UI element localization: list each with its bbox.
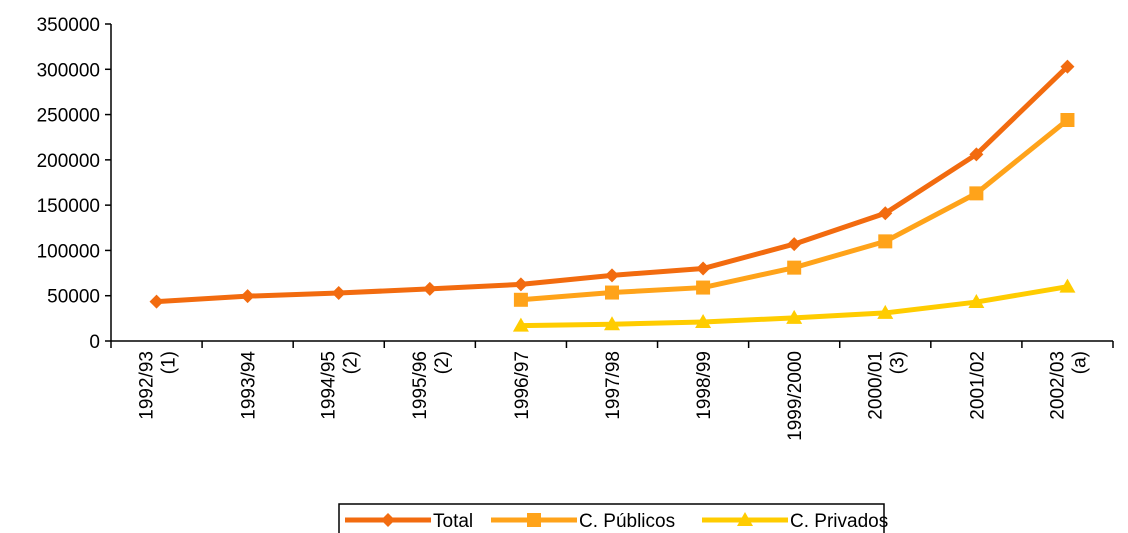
data-point (240, 289, 255, 304)
x-tick-label: 1993/94 (239, 351, 260, 420)
data-point (605, 285, 619, 300)
data-point (422, 281, 437, 296)
data-point (737, 512, 753, 526)
data-point (696, 280, 711, 295)
data-point (605, 268, 619, 283)
y-tick-label: 250000 (37, 106, 100, 127)
data-point (1059, 278, 1076, 293)
data-point (1060, 113, 1075, 128)
x-tick-label-line: (3) (887, 351, 908, 374)
series-c-p-blicos (513, 113, 1075, 307)
y-tick-label: 200000 (37, 151, 100, 172)
x-tick-label-line: (a) (1069, 351, 1090, 374)
x-tick-label: 1996/97 (512, 351, 533, 420)
y-tick-label: 50000 (47, 287, 100, 308)
data-point (512, 317, 529, 332)
x-tick-label: 1992/93 (1) (137, 351, 180, 420)
x-tick-label-line: (2) (341, 351, 362, 374)
series-c-privados (512, 278, 1076, 332)
x-tick-label-line: 1997/98 (603, 351, 624, 420)
data-point (331, 285, 346, 300)
data-point (513, 277, 528, 292)
x-tick-label: 1995/96 (2) (410, 351, 453, 420)
y-tick-label: 100000 (37, 241, 100, 262)
data-point (1060, 59, 1075, 74)
data-point (513, 292, 528, 307)
x-tick-label: 1997/98 (603, 351, 624, 420)
y-tick-label: 0 (89, 332, 100, 353)
x-tick-label: 1994/95 (2) (319, 351, 362, 420)
x-tick-label: 1998/99 (694, 351, 715, 420)
x-tick-label-line: 1994/95 (319, 351, 340, 420)
data-point (787, 237, 802, 252)
y-tick-label: 350000 (37, 15, 100, 36)
legend-item: C. Públicos (491, 511, 675, 532)
x-tick-label: 1999/2000 (785, 351, 806, 441)
x-tick-label: 2001/02 (967, 351, 988, 420)
x-tick-label-line: (1) (159, 351, 180, 374)
x-tick-label-line: 1993/94 (239, 351, 260, 420)
legend: Total C. Públicos C. Privados (338, 503, 888, 533)
series-line (156, 64, 1070, 305)
y-axis: 0 50000 100000 150000 200000 250000 300000 3500… (37, 15, 112, 353)
legend-item: C. Privados (702, 511, 888, 532)
x-tick-label-line: 2002/03 (1047, 351, 1068, 420)
data-point (604, 316, 620, 331)
data-point (878, 234, 893, 249)
x-tick-label-line: 1998/99 (694, 351, 715, 420)
data-point (968, 294, 985, 309)
x-tick-label: 2002/03 (a) (1047, 351, 1090, 420)
data-point (149, 294, 164, 309)
legend-label: Total (433, 511, 473, 532)
x-tick-label: 2000/01 (3) (865, 351, 908, 420)
legend-label: C. Públicos (579, 511, 675, 532)
data-point (969, 186, 984, 201)
data-point (877, 304, 894, 319)
series-layer (149, 59, 1076, 332)
x-tick-label-line: 2001/02 (967, 351, 988, 420)
data-point (696, 261, 711, 276)
data-point (786, 309, 803, 324)
data-point (969, 147, 984, 162)
series-total (149, 59, 1075, 309)
x-tick-label-line: 1996/97 (512, 351, 533, 420)
data-point (381, 513, 395, 527)
x-tick-label-line: 1995/96 (410, 351, 431, 420)
data-point (695, 313, 712, 328)
legend-label: C. Privados (790, 511, 888, 532)
legend-item: Total (345, 511, 473, 532)
data-point (527, 513, 541, 527)
x-tick-label-line: 2000/01 (865, 351, 886, 420)
y-tick-label: 300000 (37, 60, 100, 81)
x-tick-label-line: 1992/93 (137, 351, 158, 420)
x-tick-label-line: (2) (432, 351, 453, 374)
y-tick-label: 150000 (37, 196, 100, 217)
data-point (787, 260, 802, 275)
x-axis: 1992/93 (1) 1993/94 1994/95 (2) 1995/96 (2) 199… (110, 340, 1114, 441)
x-tick-label-line: 1999/2000 (785, 351, 806, 441)
data-point (878, 206, 893, 221)
